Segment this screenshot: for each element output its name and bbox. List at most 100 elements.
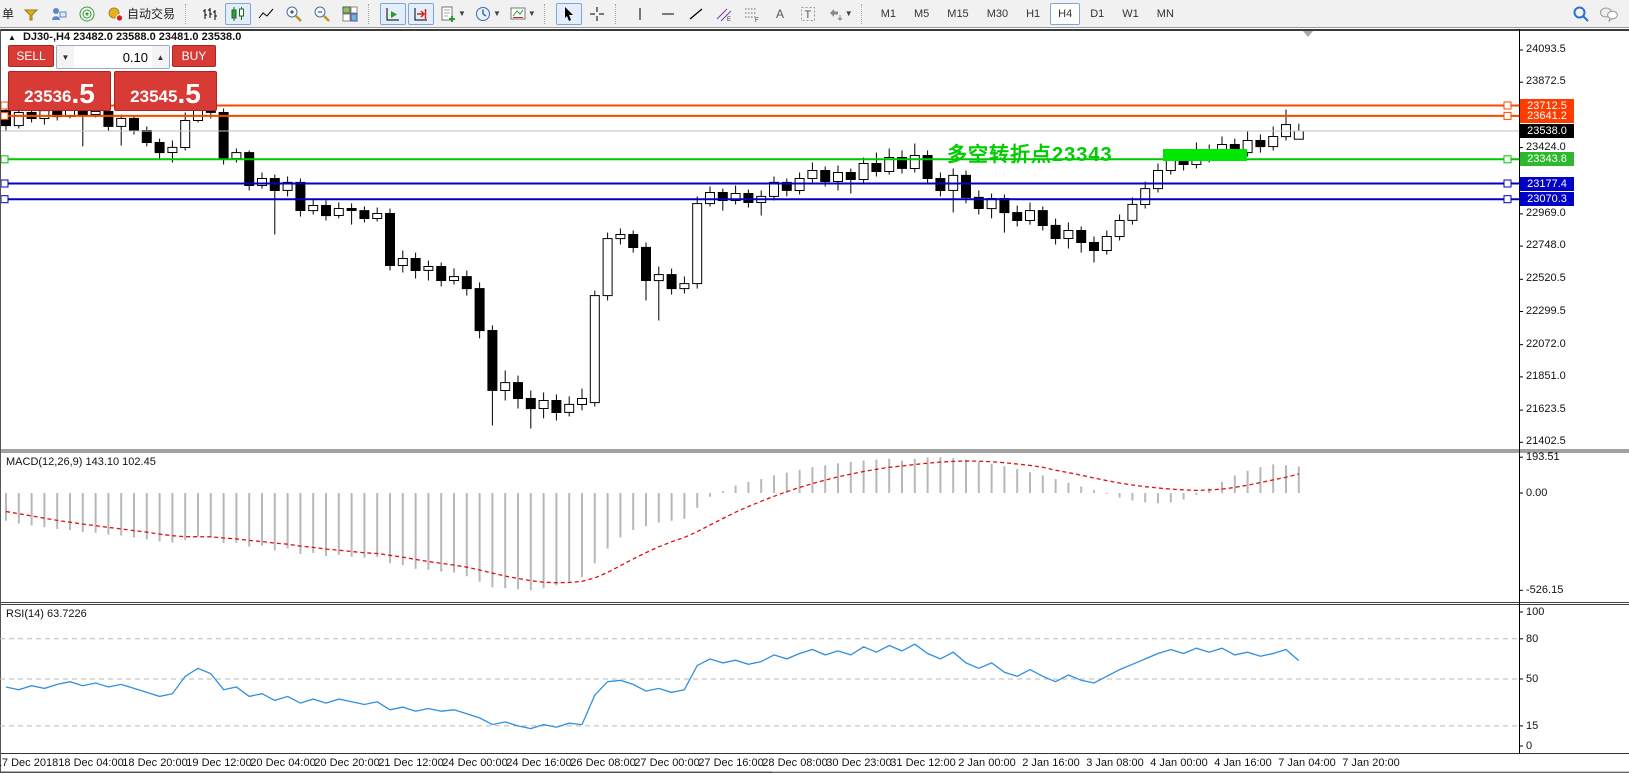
timeframe-d1[interactable]: D1 <box>1082 3 1112 25</box>
chart-shift-marker-icon[interactable] <box>1303 31 1313 37</box>
rsi-label: RSI(14) 63.7226 <box>6 608 87 620</box>
indicators-button[interactable]: ▼ <box>436 3 469 25</box>
vertical-line-button[interactable] <box>627 3 653 25</box>
time-axis-label: 24 Dec 16:00 <box>506 757 572 769</box>
rsi-axis-label: 15 <box>1526 719 1539 732</box>
chart-shift-button[interactable] <box>408 2 435 25</box>
price-level-lines[interactable] <box>0 101 1519 204</box>
time-axis-label: 17 Dec 2018 <box>0 757 59 769</box>
svg-text:F: F <box>755 18 759 23</box>
fibonacci-button[interactable]: F <box>739 3 765 25</box>
crosshair-button[interactable] <box>584 3 610 25</box>
highlight-zone[interactable] <box>1163 149 1247 161</box>
new-order-label[interactable]: 单 <box>2 7 15 21</box>
bar-chart-button[interactable] <box>197 3 223 25</box>
time-axis-label: 27 Dec 16:00 <box>698 757 764 769</box>
rsi-axis-label: 100 <box>1526 606 1545 618</box>
auto-scroll-button[interactable] <box>380 2 407 25</box>
cursor-icon <box>564 6 573 21</box>
macd-signal-line <box>5 460 1299 584</box>
volume-increase-button[interactable]: ▲ <box>152 46 169 68</box>
volume-input[interactable] <box>74 46 152 68</box>
timeframe-group: M1 M5 M15 M30 H1 H4 D1 W1 MN <box>872 2 1183 25</box>
autotrade-icon <box>108 7 124 22</box>
chat-button[interactable] <box>1596 3 1622 25</box>
buy-price-panel[interactable]: 23545 .5 <box>114 71 217 111</box>
bar-chart-icon <box>203 7 218 20</box>
zoom-out-button[interactable] <box>309 3 335 25</box>
auto-scroll-icon <box>386 7 400 20</box>
timeframe-h1[interactable]: H1 <box>1018 3 1048 25</box>
line-chart-button[interactable] <box>253 3 279 25</box>
timeframe-m1[interactable]: M1 <box>873 3 904 25</box>
chevron-down-icon: ▼ <box>844 9 853 18</box>
shapes-button[interactable]: ▼ <box>823 3 856 25</box>
pane-separators <box>0 29 1629 773</box>
candlestick-button[interactable] <box>225 2 252 25</box>
horizontal-line-button[interactable] <box>655 3 681 25</box>
level-price-label[interactable]: 23177.4 <box>1520 176 1574 191</box>
search-icon <box>1573 6 1589 22</box>
text-label-button[interactable]: T <box>795 3 821 25</box>
svg-text:T: T <box>804 9 811 21</box>
time-axis-label: 26 Dec 08:00 <box>570 757 636 769</box>
candlestick-icon <box>231 6 245 21</box>
rsi-gridlines <box>0 638 1519 727</box>
data-window-button[interactable] <box>18 3 44 25</box>
templates-button[interactable]: ▼ <box>506 3 539 25</box>
time-axis-label: 19 Dec 12:00 <box>186 757 252 769</box>
time-axis-label: 31 Dec 12:00 <box>890 757 956 769</box>
tile-windows-button[interactable] <box>337 3 363 25</box>
periods-button[interactable]: ▼ <box>471 3 504 25</box>
time-axis-label: 4 Jan 00:00 <box>1150 757 1208 769</box>
chevron-down-icon: ▼ <box>527 9 536 18</box>
signals-button[interactable] <box>74 3 100 25</box>
buy-button[interactable]: BUY <box>172 45 216 67</box>
zoom-in-button[interactable] <box>281 3 307 25</box>
price-axis-label: 21851.0 <box>1526 369 1566 382</box>
chat-icon <box>1600 7 1618 22</box>
current-price-label[interactable]: 23538.0 <box>1520 123 1574 138</box>
channel-icon: E <box>716 8 732 23</box>
level-price-label[interactable]: 23641.2 <box>1520 108 1574 123</box>
fibonacci-icon: F <box>744 8 759 23</box>
timeframe-m15[interactable]: M15 <box>939 3 976 25</box>
sell-price: 23536 <box>24 87 72 106</box>
search-button[interactable] <box>1568 3 1594 25</box>
timeframe-m30[interactable]: M30 <box>979 3 1016 25</box>
volume-decrease-button[interactable]: ▼ <box>57 46 74 68</box>
timeframe-h4[interactable]: H4 <box>1050 2 1081 25</box>
price-axis-label: 21623.5 <box>1526 403 1566 416</box>
separator <box>543 3 551 24</box>
text-button[interactable]: A <box>767 3 793 25</box>
timeframe-mn[interactable]: MN <box>1149 3 1182 25</box>
timeframe-m5[interactable]: M5 <box>906 3 937 25</box>
time-axis-label: 18 Dec 04:00 <box>58 757 124 769</box>
rsi-axis-label: 80 <box>1526 632 1539 645</box>
collapse-triangle-icon[interactable]: ▲ <box>8 33 16 42</box>
price-axis-label: 22969.0 <box>1526 206 1566 219</box>
autotrade-button[interactable]: 自动交易 <box>102 3 180 25</box>
text-label-icon: T <box>800 6 815 21</box>
price-axis-label: 21402.5 <box>1526 435 1566 448</box>
chart-title: ▲ DJ30-,H4 23482.0 23588.0 23481.0 23538… <box>8 31 241 43</box>
macd-axis-label: -526.15 <box>1526 584 1564 597</box>
tile-windows-icon <box>342 6 358 21</box>
chart-shift-icon <box>414 7 428 20</box>
trendline-button[interactable] <box>683 3 709 25</box>
candles <box>1 97 1304 429</box>
price-axis-label: 22072.0 <box>1526 337 1566 350</box>
level-price-label[interactable]: 23070.3 <box>1520 192 1574 207</box>
horizontal-line-icon <box>661 13 674 14</box>
turning-point-annotation[interactable]: 多空转折点23343 <box>947 144 1113 166</box>
sell-button[interactable]: SELL <box>8 45 54 67</box>
cursor-button[interactable] <box>555 2 582 25</box>
timeframe-w1[interactable]: W1 <box>1114 3 1147 25</box>
signal-icon <box>79 6 95 21</box>
sell-price-panel[interactable]: 23536 .5 <box>8 71 111 111</box>
accounts-button[interactable] <box>46 3 72 25</box>
channel-button[interactable]: E <box>711 3 737 25</box>
level-price-label[interactable]: 23343.8 <box>1520 152 1574 167</box>
price-axis-label: 22520.5 <box>1526 272 1566 285</box>
